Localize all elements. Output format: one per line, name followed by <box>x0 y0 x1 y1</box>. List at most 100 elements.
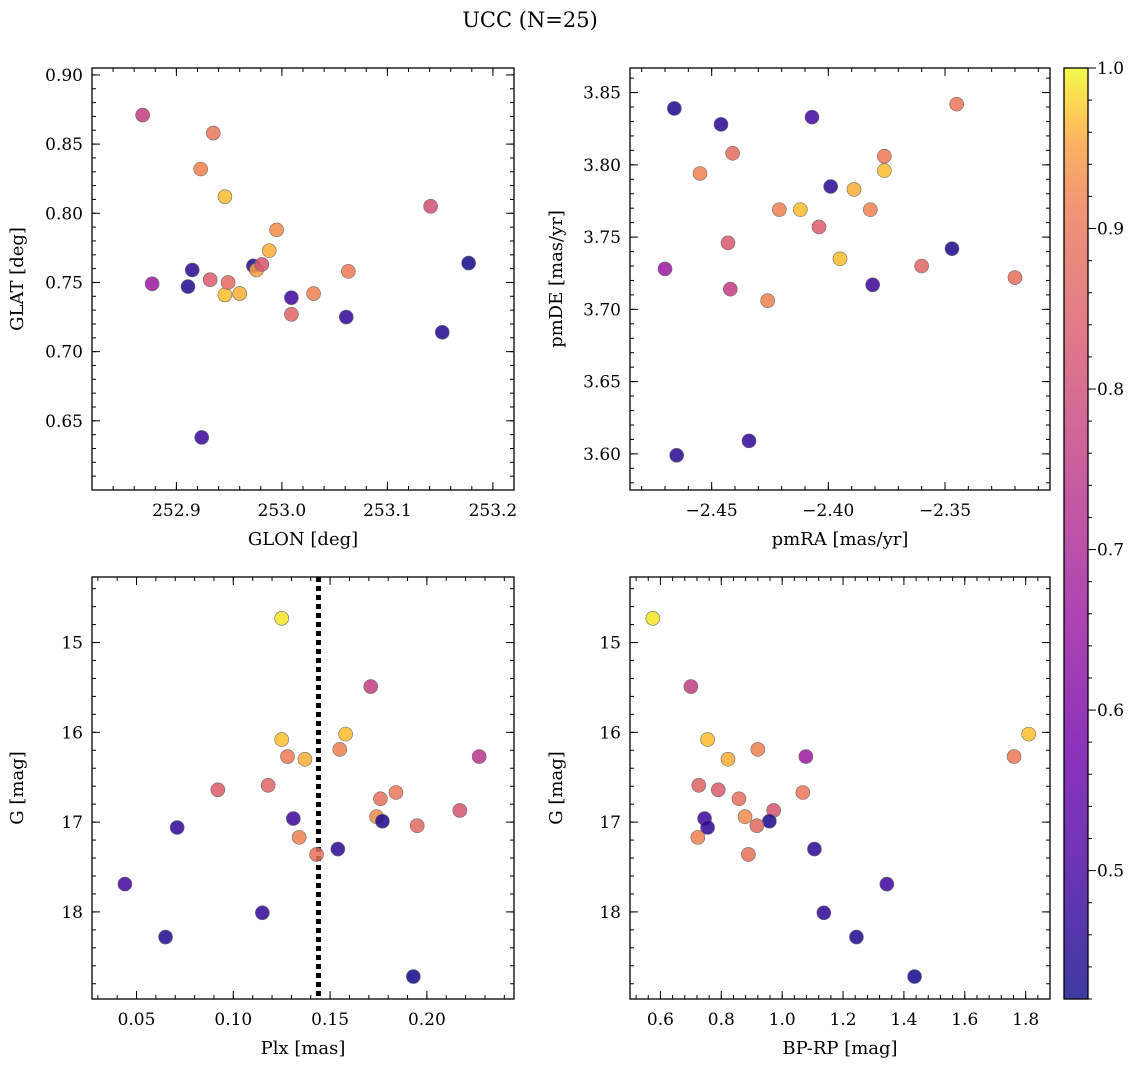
x-tick-label: 0.10 <box>214 1010 252 1030</box>
x-tick-label: 1.8 <box>1012 1010 1039 1030</box>
data-point <box>135 107 150 123</box>
data-point <box>877 163 892 178</box>
data-point <box>713 117 729 132</box>
y-tick-label: 3.70 <box>583 300 621 320</box>
colorbar-tick-label: 0.7 <box>1097 541 1124 561</box>
colorbar-frame <box>1063 67 1089 1000</box>
y-tick-label: 0.75 <box>45 273 83 293</box>
data-point <box>144 276 160 292</box>
data-point <box>645 611 661 626</box>
y-tick-label: 0.90 <box>45 66 83 86</box>
data-point <box>261 243 277 258</box>
data-point <box>1006 749 1022 764</box>
data-point <box>849 929 864 945</box>
colorbar-tick-label: 0.5 <box>1097 862 1124 882</box>
x-tick-label: 253.0 <box>258 501 307 521</box>
data-point <box>760 293 775 308</box>
data-point <box>823 179 838 194</box>
data-point <box>117 876 133 892</box>
x-tick-label: 0.15 <box>311 1010 349 1030</box>
data-point <box>297 751 313 767</box>
data-point <box>194 430 210 445</box>
data-point <box>944 241 960 256</box>
data-point <box>232 286 247 301</box>
data-point <box>949 96 964 112</box>
colorbar: 0.5 0.6 0.7 0.8 0.9 1.0 <box>1063 59 1124 1000</box>
y-tick-label: 3.85 <box>583 84 621 104</box>
data-point <box>683 679 699 694</box>
data-point <box>274 732 290 747</box>
x-tick-label: 253.2 <box>469 501 518 521</box>
data-point <box>914 258 929 274</box>
data-point <box>193 161 208 177</box>
data-point <box>1021 726 1036 742</box>
data-point <box>667 101 682 116</box>
data-point <box>423 199 438 214</box>
data-point <box>217 189 233 204</box>
data-point <box>180 279 196 294</box>
data-point <box>772 202 787 217</box>
x-tick-label: −2.45 <box>686 501 738 521</box>
data-point <box>700 732 715 747</box>
data-point <box>158 929 173 945</box>
data-point <box>291 830 307 845</box>
y-tick-label: 0.85 <box>45 135 83 155</box>
x-tick-label: 1.4 <box>890 1010 917 1030</box>
data-point <box>341 264 356 279</box>
colorbar-gradient <box>1064 68 1088 999</box>
y-tick-label: 16 <box>61 723 83 743</box>
axis-ticks <box>630 68 1050 490</box>
data-point <box>865 277 880 293</box>
data-point <box>657 261 673 277</box>
data-point <box>169 820 185 835</box>
data-point <box>269 222 284 238</box>
data-point <box>879 876 895 892</box>
y-tick-label: 3.75 <box>583 228 621 248</box>
data-point <box>1007 270 1023 285</box>
data-point <box>807 841 822 857</box>
data-point <box>330 841 346 857</box>
y-tick-label: 0.70 <box>45 343 83 363</box>
data-point <box>832 251 848 267</box>
scatter-points <box>645 611 1036 984</box>
x-axis-label: BP-RP [mag] <box>782 1038 897 1059</box>
data-point <box>375 813 390 829</box>
scatter-points <box>135 107 476 445</box>
data-point <box>731 791 747 807</box>
y-tick-label: 18 <box>61 903 83 923</box>
data-point <box>309 847 324 862</box>
data-point <box>406 969 421 984</box>
data-point <box>338 309 354 325</box>
data-point <box>260 778 276 793</box>
data-point <box>804 109 820 125</box>
data-point <box>700 820 715 835</box>
data-point <box>206 125 221 141</box>
x-axis-label: GLON [deg] <box>248 529 358 550</box>
figure-title: UCC (N=25) <box>462 8 598 32</box>
y-axis-label: G [mag] <box>7 751 28 824</box>
data-point <box>286 811 301 826</box>
panel-plx-g: 0.05 0.10 0.15 0.20 15 16 17 18 Plx [mas] G [mag] <box>7 576 515 1059</box>
data-point <box>280 749 295 764</box>
data-point <box>737 809 753 825</box>
data-point <box>863 202 878 217</box>
data-point <box>210 782 226 798</box>
plot-frame <box>91 576 515 1000</box>
data-point <box>749 818 765 834</box>
data-point <box>725 145 740 161</box>
data-point <box>409 818 425 834</box>
x-tick-label: 0.6 <box>647 1010 674 1030</box>
data-point <box>691 778 707 793</box>
y-tick-label: 18 <box>599 903 621 923</box>
data-point <box>723 281 738 297</box>
data-point <box>690 830 706 845</box>
panel-pmra-pmde: −2.45 −2.40 −2.35 3.60 3.65 3.70 3.75 3.80 3.85 p… <box>546 67 1051 550</box>
axis-ticks <box>91 68 515 491</box>
x-tick-label: 1.2 <box>830 1010 857 1030</box>
x-axis-label: pmRA [mas/yr] <box>772 529 909 550</box>
x-tick-label: 0.8 <box>708 1010 735 1030</box>
data-point <box>452 803 468 818</box>
plot-frame <box>629 67 1051 491</box>
y-tick-label: 16 <box>599 723 621 743</box>
